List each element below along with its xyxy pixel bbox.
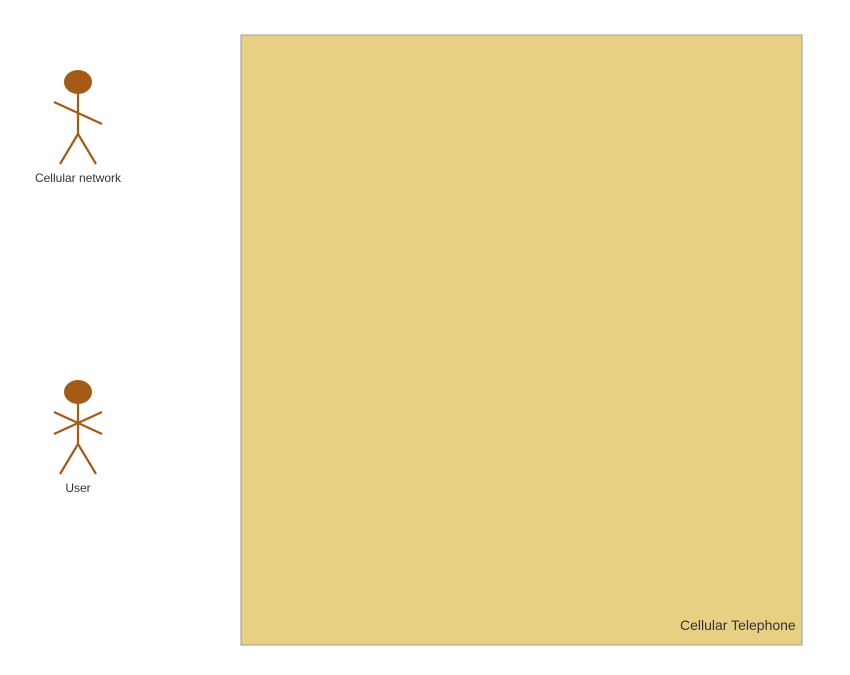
system-boundary-rect [241, 35, 802, 645]
actor-user: User [54, 381, 102, 495]
actor-label: Cellular network [35, 171, 122, 185]
system-boundary-title: Cellular Telephone [680, 617, 796, 633]
actor-cellular-network: Cellular network [35, 71, 122, 185]
actor-label: User [65, 481, 90, 495]
system-boundary: Cellular Telephone [241, 35, 802, 645]
